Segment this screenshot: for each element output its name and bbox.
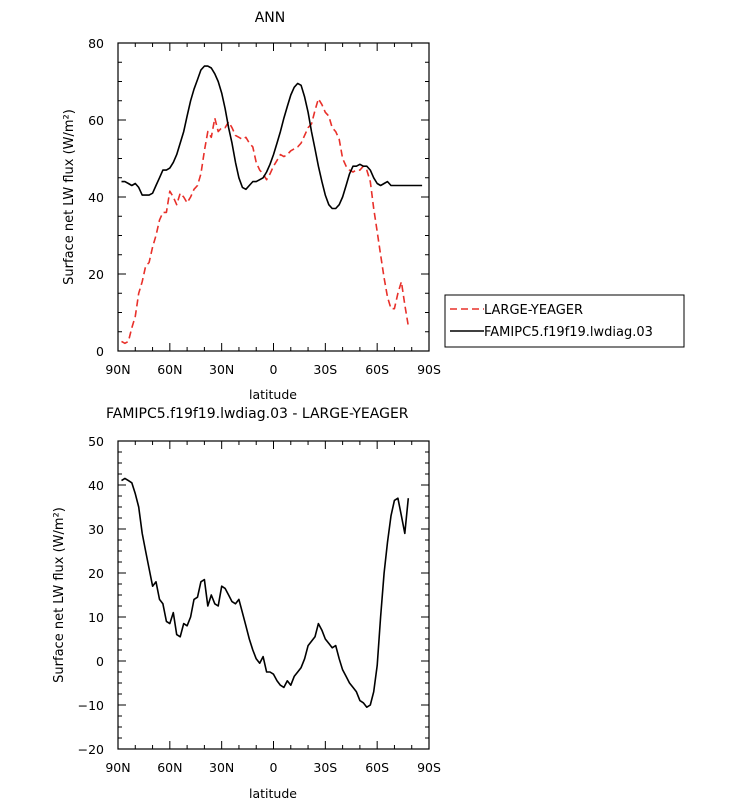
y-tick-label: 50 — [88, 434, 104, 449]
legend-box — [444, 294, 685, 348]
x-tick-label: 30N — [209, 362, 234, 377]
legend-label-famipc5: FAMIPC5.f19f19.lwdiag.03 — [484, 325, 653, 340]
x-axis-label-bottom: latitude — [249, 786, 297, 801]
x-tick-label: 90S — [417, 760, 441, 775]
y-tick-label: −10 — [78, 698, 104, 713]
x-tick-label: 60N — [157, 362, 182, 377]
x-tick-label: 0 — [270, 760, 278, 775]
y-tick-label: −20 — [78, 742, 104, 757]
x-tick-label: 30N — [209, 760, 234, 775]
series-line-0-1 — [121, 65, 423, 210]
axis-ticks-top: 90N 60N 30N 0 30S 60S 90S 0 20 40 60 80 — [88, 36, 441, 377]
y-axis-label-top: Surface net LW flux (W/m²) — [62, 109, 77, 285]
plot-frame-top — [117, 42, 430, 352]
legend: LARGE-YEAGER FAMIPC5.f19f19.lwdiag.03 — [444, 294, 685, 348]
bottom-panel: FAMIPC5.f19f19.lwdiag.03 - LARGE-YEAGER … — [52, 406, 441, 801]
series-line-1-0 — [121, 477, 410, 709]
legend-label-large-yeager: LARGE-YEAGER — [484, 303, 583, 318]
x-tick-label: 0 — [270, 362, 278, 377]
x-tick-label: 60S — [365, 362, 389, 377]
y-tick-label: 30 — [88, 522, 104, 537]
y-axis-label-bottom: Surface net LW flux (W/m²) — [52, 507, 67, 683]
axis-ticks-bottom: 90N 60N 30N 0 30S 60S 90S −20 −10 0 10 20 30 40 50 — [78, 434, 441, 775]
y-tick-label: 60 — [88, 113, 104, 128]
y-tick-label: 0 — [96, 654, 104, 669]
series-layer-bottom — [121, 477, 410, 709]
y-tick-label: 10 — [88, 610, 104, 625]
x-tick-label: 60N — [157, 760, 182, 775]
chart-title-top: ANN — [255, 10, 286, 26]
x-tick-label: 90N — [105, 760, 130, 775]
series-layer-top — [121, 65, 423, 345]
y-tick-label: 40 — [88, 478, 104, 493]
x-tick-label: 60S — [365, 760, 389, 775]
y-tick-label: 0 — [96, 344, 104, 359]
x-tick-label: 90N — [105, 362, 130, 377]
x-tick-label: 30S — [313, 760, 337, 775]
series-line-0-0 — [121, 98, 410, 345]
y-tick-label: 20 — [88, 566, 104, 581]
x-tick-label: 30S — [313, 362, 337, 377]
y-tick-label: 80 — [88, 36, 104, 51]
chart-title-bottom: FAMIPC5.f19f19.lwdiag.03 - LARGE-YEAGER — [106, 406, 409, 422]
top-panel: ANN 90N 60N 30N 0 30S 60S 90S 0 20 40 60 80 latitud… — [62, 10, 685, 402]
y-tick-label: 20 — [88, 267, 104, 282]
x-tick-label: 90S — [417, 362, 441, 377]
y-tick-label: 40 — [88, 190, 104, 205]
x-axis-label-top: latitude — [249, 387, 297, 402]
